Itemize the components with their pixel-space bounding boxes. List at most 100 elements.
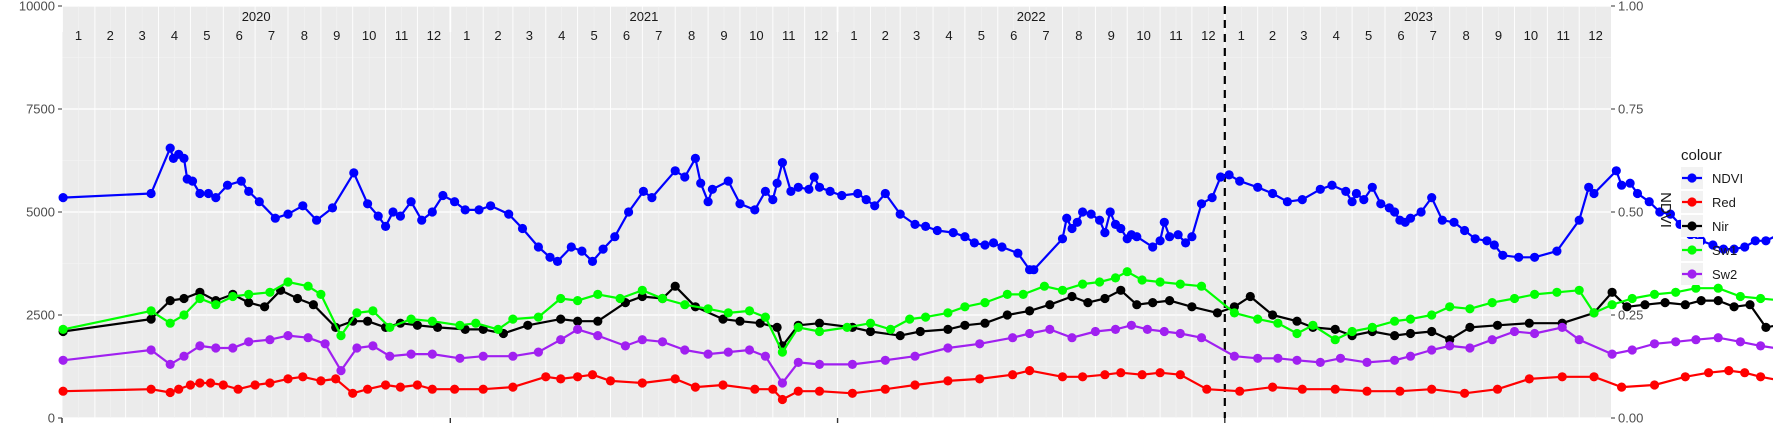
y-tick-label: 5000 xyxy=(26,205,55,220)
data-point xyxy=(587,256,598,266)
data-point xyxy=(1718,244,1729,254)
data-point xyxy=(381,221,391,231)
data-point xyxy=(1482,236,1492,246)
data-point xyxy=(336,331,346,341)
data-point xyxy=(1292,355,1302,365)
data-point xyxy=(541,372,551,382)
data-point xyxy=(1078,372,1088,382)
data-point xyxy=(865,326,876,337)
data-point xyxy=(1740,242,1750,252)
data-point xyxy=(195,378,205,388)
month-label: 12 xyxy=(1201,28,1215,43)
data-point xyxy=(427,207,437,217)
legend-item: NDVI xyxy=(1681,167,1743,189)
data-point xyxy=(1165,232,1175,242)
data-point xyxy=(1072,217,1082,227)
data-point xyxy=(58,193,68,203)
data-point xyxy=(556,314,566,324)
data-point xyxy=(1330,324,1340,334)
data-point xyxy=(1696,296,1706,306)
data-point xyxy=(814,386,825,396)
data-point xyxy=(853,188,863,199)
month-label: 7 xyxy=(1430,28,1437,43)
data-point xyxy=(1025,366,1035,376)
data-point xyxy=(566,242,576,252)
data-point xyxy=(1627,293,1637,304)
data-point xyxy=(1351,188,1361,199)
y2-tick-label: 0.00 xyxy=(1618,411,1643,426)
data-point xyxy=(58,355,68,365)
data-point xyxy=(1390,316,1400,326)
data-point xyxy=(236,176,246,186)
data-point xyxy=(508,382,518,392)
data-point xyxy=(1315,184,1325,194)
month-label: 11 xyxy=(395,28,409,43)
data-point xyxy=(814,326,825,337)
data-point xyxy=(1437,215,1447,225)
month-label: 4 xyxy=(171,28,178,43)
data-point xyxy=(593,316,603,326)
data-point xyxy=(988,238,999,248)
data-point xyxy=(1524,374,1534,384)
data-point xyxy=(348,388,358,398)
data-point xyxy=(478,384,488,394)
data-point xyxy=(427,349,437,359)
data-point xyxy=(1095,215,1105,225)
legend-marker xyxy=(1687,173,1697,183)
data-point xyxy=(1492,384,1503,394)
data-point xyxy=(1460,225,1470,236)
month-label: 6 xyxy=(1397,28,1404,43)
data-point xyxy=(493,324,503,334)
data-point xyxy=(1416,207,1426,217)
data-point xyxy=(1308,320,1318,330)
data-point xyxy=(504,209,514,219)
data-point xyxy=(1253,182,1263,192)
month-label: 2 xyxy=(1269,28,1276,43)
legend-marker xyxy=(1687,221,1697,231)
y2-tick-label: 0.50 xyxy=(1618,205,1643,220)
data-point xyxy=(1704,368,1714,378)
data-point xyxy=(1680,372,1690,382)
data-point xyxy=(577,246,587,256)
data-point xyxy=(777,158,788,168)
data-point xyxy=(1708,240,1718,250)
data-point xyxy=(1137,370,1147,380)
data-point xyxy=(1427,345,1437,355)
data-point xyxy=(1253,353,1263,363)
data-point xyxy=(260,302,270,312)
data-point xyxy=(637,378,647,388)
data-point xyxy=(320,339,330,349)
data-point xyxy=(1273,353,1283,363)
data-point xyxy=(1100,370,1110,380)
data-point xyxy=(1405,351,1416,361)
data-point xyxy=(1761,322,1771,332)
month-label: 8 xyxy=(1075,28,1082,43)
data-point xyxy=(814,182,825,192)
data-point xyxy=(975,339,985,349)
data-point xyxy=(814,318,825,328)
month-label: 3 xyxy=(138,28,145,43)
data-point xyxy=(1390,355,1400,365)
data-point xyxy=(837,190,847,201)
data-point xyxy=(1078,279,1088,289)
data-point xyxy=(723,176,733,186)
month-label: 12 xyxy=(427,28,441,43)
y-tick-label: 2500 xyxy=(26,308,55,323)
month-label: 1 xyxy=(1238,28,1245,43)
data-point xyxy=(1025,306,1035,316)
data-point xyxy=(768,195,778,205)
data-point xyxy=(1427,384,1437,394)
data-point xyxy=(1655,207,1665,217)
data-point xyxy=(718,380,728,390)
data-point xyxy=(1665,209,1675,219)
data-point xyxy=(373,211,383,221)
data-point xyxy=(1100,228,1110,238)
data-point xyxy=(195,341,205,351)
data-point xyxy=(703,349,713,359)
data-point xyxy=(385,322,395,332)
data-point xyxy=(211,300,221,310)
data-point xyxy=(283,277,293,287)
data-point xyxy=(1045,300,1055,310)
month-label: 4 xyxy=(558,28,565,43)
data-point xyxy=(1492,320,1503,330)
